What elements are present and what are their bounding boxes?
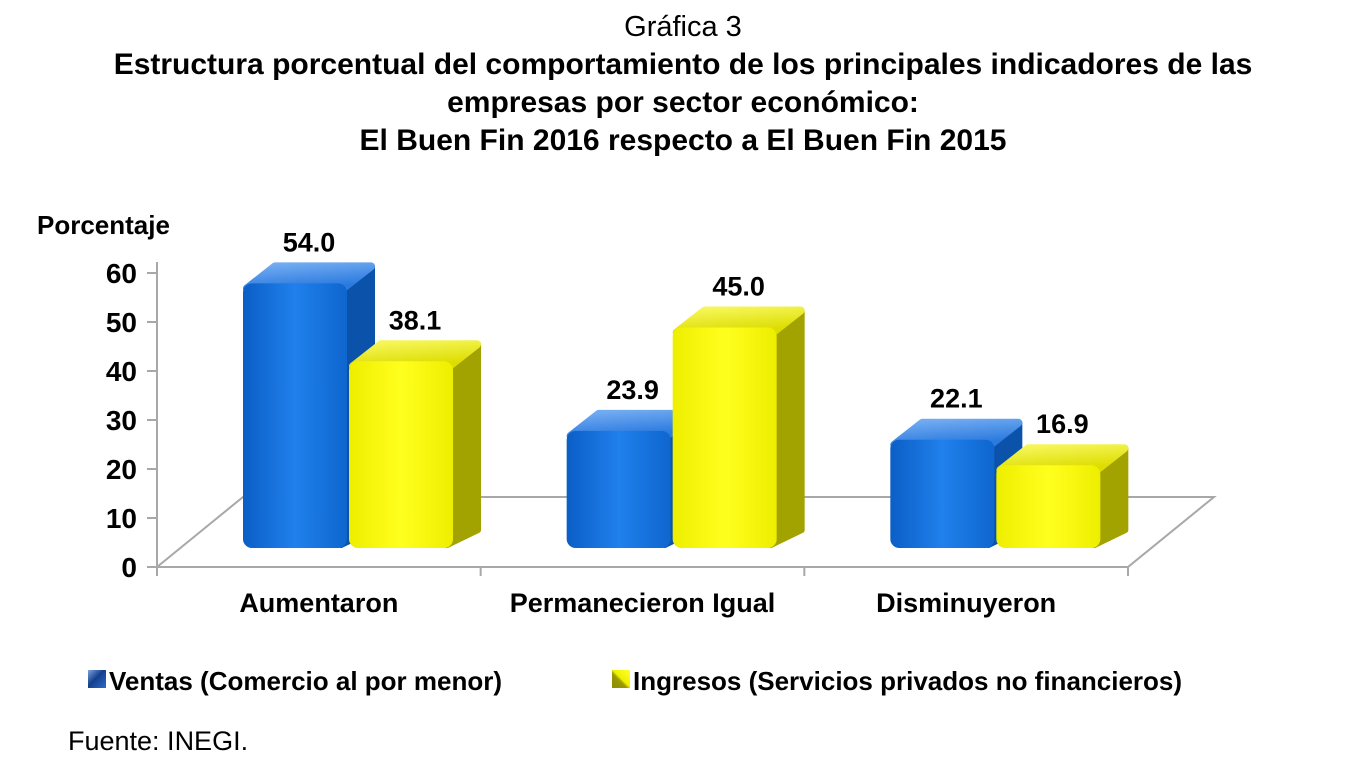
category-label-disminuyeron: Disminuyeron	[876, 588, 1056, 618]
bar-front-face	[349, 361, 453, 548]
chart-title-line-3: El Buen Fin 2016 respecto a El Buen Fin …	[359, 124, 1007, 157]
legend-item-ventas: Ventas (Comercio al por menor)	[88, 666, 502, 697]
bar-value-label: 22.1	[930, 384, 983, 414]
legend-item-ingresos: Ingresos (Servicios privados no financie…	[612, 666, 1182, 697]
bar-value-label: 16.9	[1036, 409, 1089, 439]
bar-front-face	[566, 430, 671, 548]
bar-front-face	[890, 439, 995, 548]
bar-ingresos-aumentaron: 38.1	[349, 305, 481, 548]
bar-ingresos-disminuyeron: 16.9	[996, 409, 1129, 548]
y-tick-label: 40	[106, 356, 137, 387]
bar-value-label: 38.1	[389, 305, 442, 335]
y-tick-label: 60	[106, 258, 137, 289]
category-label-aumentaron: Aumentaron	[239, 588, 398, 618]
y-tick-label: 0	[121, 552, 137, 583]
y-tick-label: 20	[106, 454, 137, 485]
bar-front-face	[243, 283, 347, 548]
y-tick-label: 50	[106, 307, 137, 338]
legend-swatch-ventas-icon	[88, 670, 106, 688]
category-label-permanecieron-igual: Permanecieron Igual	[510, 588, 776, 618]
y-axis-title: Porcentaje	[37, 210, 170, 240]
chart-number-title: Gráfica 3	[624, 11, 742, 43]
y-tick-label: 30	[106, 405, 137, 436]
bar-front-face	[672, 327, 777, 548]
chart-title-line-2: empresas por sector económico:	[447, 86, 919, 119]
y-tick-label: 10	[106, 503, 137, 534]
chart-title-block: Gráfica 3 Estructura porcentual del comp…	[0, 8, 1366, 160]
bar-ingresos-permanecieron-igual: 45.0	[672, 272, 805, 548]
legend-label-ventas: Ventas (Comercio al por menor)	[109, 666, 502, 696]
source-note: Fuente: INEGI.	[68, 726, 249, 756]
bar-value-label: 23.9	[606, 375, 659, 405]
legend-swatch-ingresos-icon	[612, 670, 630, 688]
bar-front-face	[996, 465, 1101, 548]
bar-value-label: 54.0	[283, 227, 336, 257]
bar-value-label: 45.0	[712, 272, 765, 302]
chart-title-line-1: Estructura porcentual del comportamiento…	[113, 48, 1253, 81]
legend-label-ingresos: Ingresos (Servicios privados no financie…	[633, 666, 1183, 696]
